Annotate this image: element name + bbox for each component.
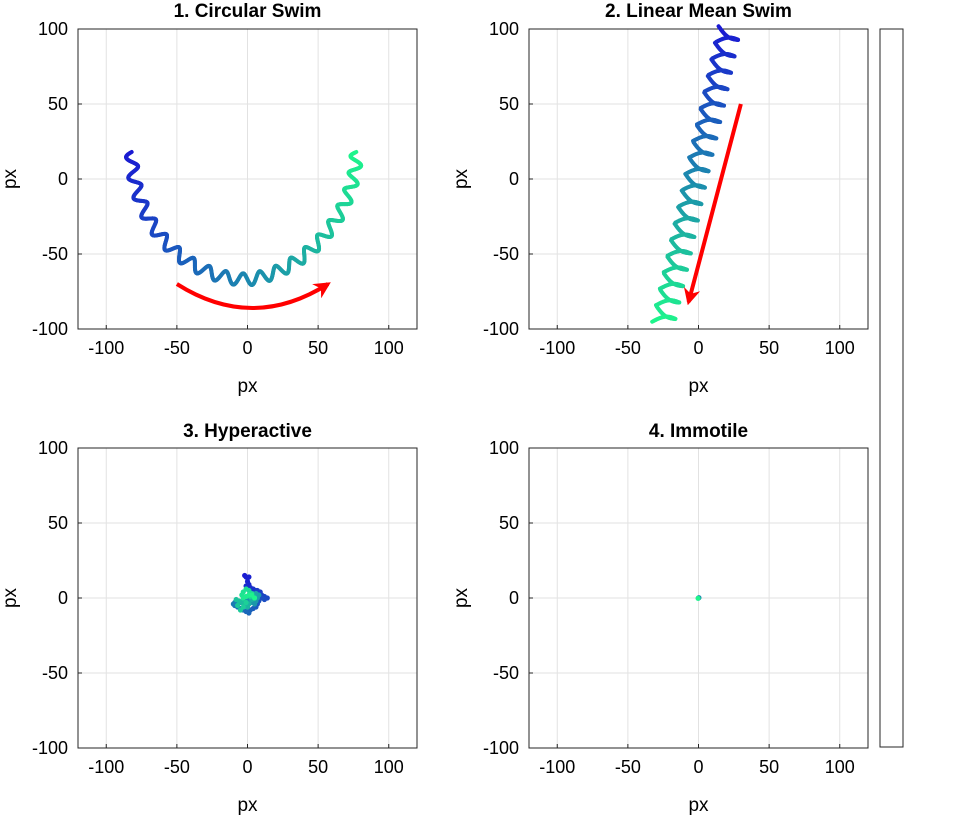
y-tick-label: 50 (499, 94, 519, 114)
x-tick-label: 100 (374, 338, 404, 358)
x-tick-label: 50 (308, 757, 328, 777)
trajectory-point (233, 596, 239, 603)
trajectory (695, 595, 702, 601)
y-tick-label: 50 (48, 94, 68, 114)
panel-linear-mean-swim: 2. Linear Mean Swim -100 -50 0 50 100 100 50 0… (451, 1, 869, 397)
y-tick-label: 0 (509, 169, 519, 189)
x-tick-label: -100 (539, 338, 575, 358)
y-tick-label: -50 (42, 663, 68, 683)
y-tick-label: 100 (38, 438, 68, 458)
y-tick-label: -100 (483, 738, 519, 758)
panel-title: 3. Hyperactive (183, 421, 312, 442)
x-tick-label: 0 (693, 757, 703, 777)
x-tick-label: -50 (164, 338, 190, 358)
y-tick-label: -50 (493, 244, 519, 264)
mean-direction-arrow (683, 103, 743, 306)
trajectory (230, 572, 270, 616)
x-tick-label: 0 (693, 338, 703, 358)
x-tick-label: 100 (825, 338, 855, 358)
x-tick-label: -100 (539, 757, 575, 777)
x-axis-label: px (237, 376, 258, 397)
trajectory-segment (352, 150, 359, 155)
x-tick-label: -100 (88, 338, 124, 358)
y-tick-label: -50 (493, 663, 519, 683)
panel-title: 2. Linear Mean Swim (605, 1, 792, 22)
colorbar (879, 28, 904, 748)
y-ticks: 100 50 0 -50 -100 (32, 438, 82, 758)
y-ticks: 100 50 0 -50 -100 (483, 19, 533, 339)
x-tick-label: 0 (242, 757, 252, 777)
trajectory-point (246, 574, 252, 580)
y-ticks: 100 50 0 -50 -100 (483, 438, 533, 758)
y-ticks: 100 50 0 -50 -100 (32, 19, 82, 339)
trajectory-point (251, 595, 258, 601)
x-tick-label: -50 (615, 757, 641, 777)
y-tick-label: 100 (489, 438, 519, 458)
y-axis-label: px (0, 587, 21, 608)
y-axis-label: px (451, 587, 472, 608)
x-axis-label: px (237, 795, 258, 816)
x-tick-label: -50 (615, 338, 641, 358)
x-tick-label: 50 (308, 338, 328, 358)
y-axis-label: px (0, 168, 21, 189)
trajectory-point (695, 595, 701, 601)
panel-title: 1. Circular Swim (174, 1, 322, 22)
panel-title: 4. Immotile (649, 421, 748, 442)
trajectory (124, 150, 364, 287)
trajectory (650, 24, 741, 324)
trajectory-point (243, 599, 249, 606)
y-tick-label: 50 (48, 513, 68, 533)
mean-direction-arrow (175, 282, 331, 310)
x-tick-label: 0 (242, 338, 252, 358)
x-ticks: -100 -50 0 50 100 (539, 325, 855, 358)
y-tick-label: -50 (42, 244, 68, 264)
panel-immotile: 4. Immotile -100 -50 0 50 100 100500-50-100 … (451, 421, 869, 816)
y-axis-label: px (451, 168, 472, 189)
y-tick-label: -100 (32, 738, 68, 758)
trajectory-point (235, 602, 241, 609)
x-ticks: -100 -50 0 50 100 (539, 744, 855, 777)
x-ticks: -100 -50 0 50 100 (88, 744, 404, 777)
x-tick-label: 50 (759, 757, 779, 777)
x-tick-label: -100 (88, 757, 124, 777)
trajectory-segment (650, 318, 657, 324)
trajectory-point (240, 604, 246, 610)
x-axis-label: px (688, 795, 709, 816)
panel-circular-swim: 1. Circular Swim -100 -50 0 50 100 100 50 0 -50… (0, 1, 418, 397)
y-tick-label: 0 (58, 588, 68, 608)
x-axis-label: px (688, 376, 709, 397)
x-tick-label: 100 (825, 757, 855, 777)
y-tick-label: -100 (483, 319, 519, 339)
x-tick-label: 100 (374, 757, 404, 777)
y-tick-label: 50 (499, 513, 519, 533)
x-tick-label: 50 (759, 338, 779, 358)
y-tick-label: -100 (32, 319, 68, 339)
y-tick-label: 100 (489, 19, 519, 39)
y-tick-label: 0 (58, 169, 68, 189)
x-ticks: -100 -50 0 50 100 (88, 325, 404, 358)
grid (529, 28, 868, 330)
y-tick-label: 0 (509, 588, 519, 608)
y-tick-label: 100 (38, 19, 68, 39)
x-tick-label: -50 (164, 757, 190, 777)
panel-hyperactive: 3. Hyperactive -100 -50 0 50 100 100500-50-1… (0, 421, 418, 816)
